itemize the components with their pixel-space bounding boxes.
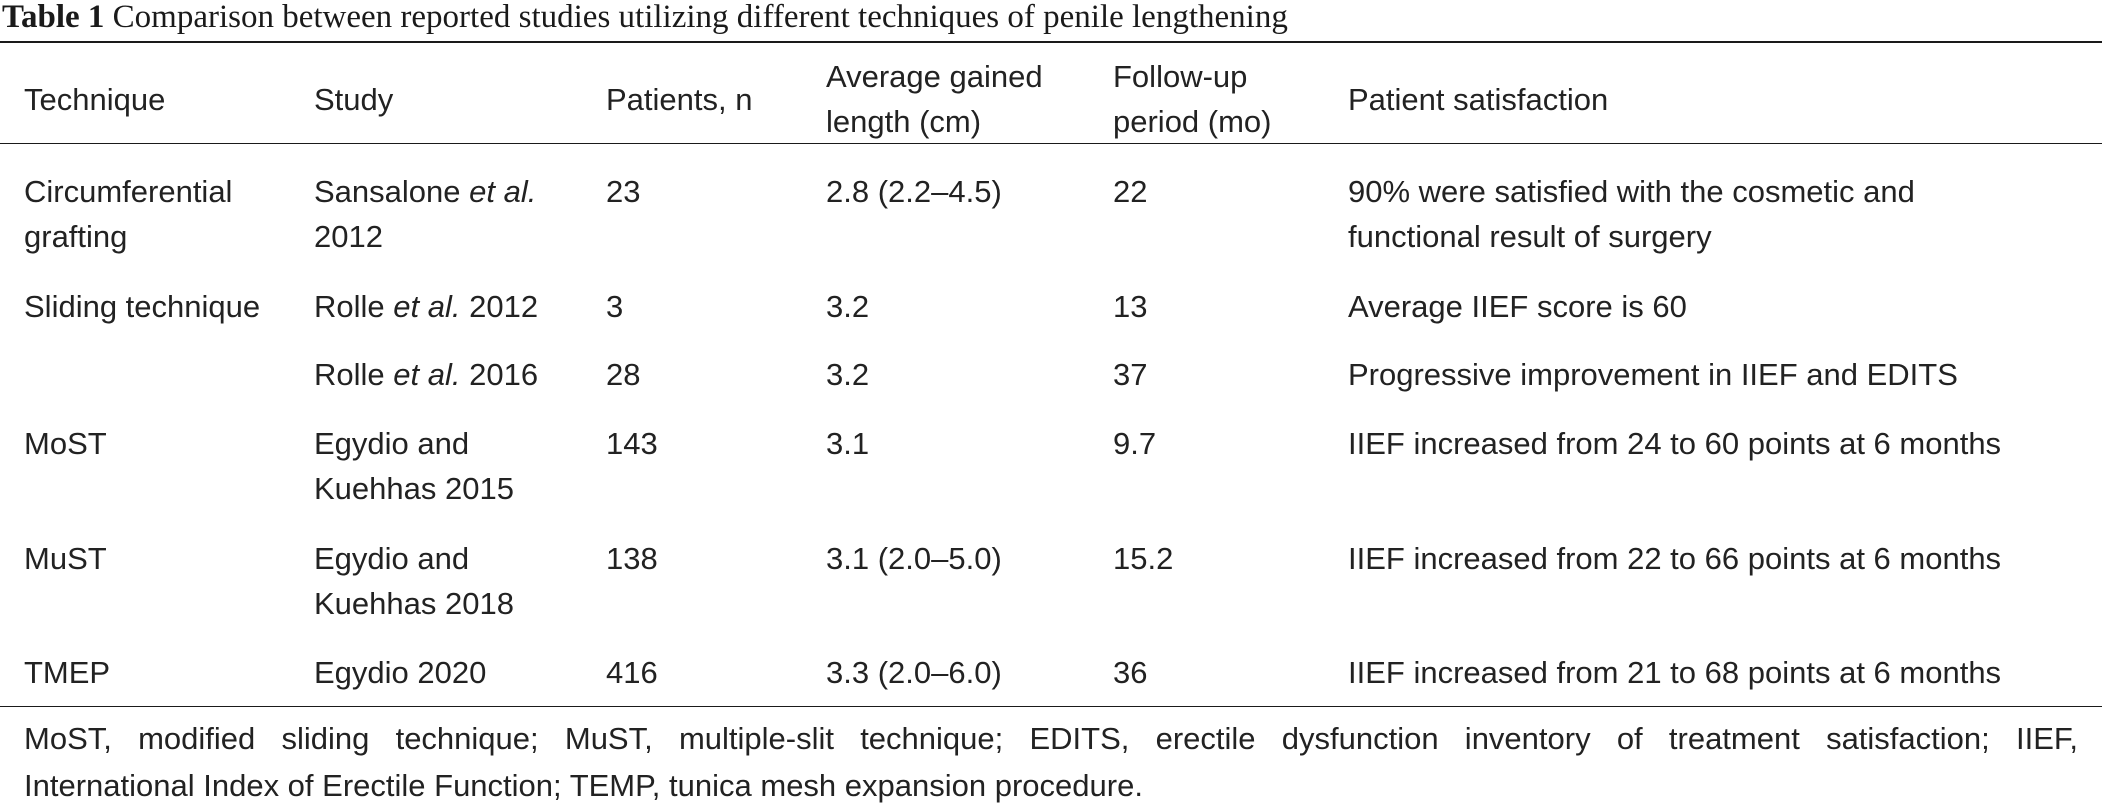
row-study-line-2: Kuehhas 2015 [314,471,514,506]
row-patients: 3 [606,289,624,324]
study-year: 2016 [469,357,539,392]
row-satisfaction-line-2: functional result of surgery [1348,219,1712,254]
row-technique: TMEP [24,655,111,690]
row-patients: 416 [606,655,658,690]
header-study: Study [314,82,394,117]
row-patients: 28 [606,357,641,392]
header-rule [0,143,2102,144]
row-study-line-2: Kuehhas 2018 [314,586,514,621]
table-footnote: MoST, modified sliding technique; MuST, … [24,715,2078,809]
row-followup: 15.2 [1113,541,1174,576]
row-patients: 143 [606,426,658,461]
row-followup: 37 [1113,357,1148,392]
row-followup: 9.7 [1113,426,1157,461]
row-technique: Circumferential [24,174,233,209]
study-et-al: et al. [393,357,461,392]
row-gained: 3.1 (2.0–5.0) [826,541,1002,576]
footnote-line-1: MoST, modified sliding technique; MuST, … [24,721,2078,756]
row-gained: 3.2 [826,357,870,392]
study-author: Rolle [314,289,385,324]
study-author: Rolle [314,357,385,392]
row-gained: 3.1 [826,426,870,461]
header-patients: Patients, n [606,82,753,117]
table-caption-label: Table 1 [2,0,105,35]
row-followup: 13 [1113,289,1148,324]
header-technique: Technique [24,82,166,117]
table-caption: Table 1 Comparison between reported stud… [2,0,1288,40]
row-satisfaction: 90% were satisfied with the cosmetic and [1348,174,1915,209]
row-study: Rolle et al. 2012 [314,284,538,329]
row-satisfaction: IIEF increased from 21 to 68 points at 6… [1348,655,2002,690]
header-satisfaction: Patient satisfaction [1348,82,1609,117]
row-satisfaction: Average IIEF score is 60 [1348,289,1687,324]
row-followup: 22 [1113,174,1148,209]
study-author: Sansalone [314,174,461,209]
row-study: Egydio and [314,541,470,576]
row-study: Egydio 2020 [314,655,487,690]
header-gained-line-2: length (cm) [826,104,982,139]
row-gained: 3.2 [826,289,870,324]
table-caption-text: Comparison between reported studies util… [112,0,1288,35]
row-technique: MoST [24,426,107,461]
row-technique: Sliding technique [24,289,261,324]
row-gained: 2.8 (2.2–4.5) [826,174,1002,209]
row-satisfaction: IIEF increased from 24 to 60 points at 6… [1348,426,2002,461]
row-study-line-2: 2012 [314,219,383,254]
footnote-line-2: International Index of Erectile Function… [24,768,1143,803]
row-study: Sansalone et al. [314,169,536,214]
bottom-rule [0,706,2102,707]
top-rule [0,41,2102,43]
row-patients: 23 [606,174,641,209]
header-followup-line-1: Follow-up [1113,59,1248,94]
row-gained: 3.3 (2.0–6.0) [826,655,1002,690]
row-patients: 138 [606,541,658,576]
row-technique-line-2: grafting [24,219,128,254]
row-study: Egydio and [314,426,470,461]
row-followup: 36 [1113,655,1148,690]
row-satisfaction: Progressive improvement in IIEF and EDIT… [1348,357,1958,392]
study-et-al: et al. [393,289,461,324]
row-technique: MuST [24,541,107,576]
study-et-al: et al. [469,174,537,209]
row-satisfaction: IIEF increased from 22 to 66 points at 6… [1348,541,2002,576]
row-study: Rolle et al. 2016 [314,352,538,397]
study-year: 2012 [469,289,539,324]
header-gained-line-1: Average gained [826,59,1043,94]
header-followup-line-2: period (mo) [1113,104,1272,139]
